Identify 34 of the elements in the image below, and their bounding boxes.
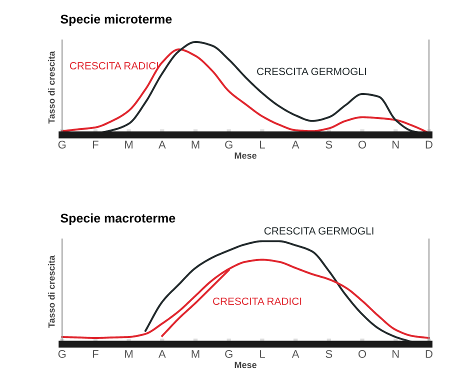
x-tick-label: D [426, 350, 432, 358]
x-tick-label: F [92, 140, 98, 148]
x-tick-label: O [358, 140, 366, 149]
x-axis-title: Mese [234, 362, 257, 368]
series-label: CRESCITA GERMOGLI [264, 227, 374, 235]
x-tick-label: A [158, 350, 166, 358]
x-tick-label: G [225, 350, 232, 358]
x-tick-label: M [125, 350, 133, 358]
x-axis-title: Mese [234, 152, 257, 159]
x-tick-label: L [260, 350, 265, 358]
chart-title: Specie macroterme [60, 213, 176, 226]
chart-title: Specie microterme [60, 14, 172, 26]
x-tick-label: S [326, 140, 332, 149]
x-tick-label: G [58, 140, 66, 149]
series-label: CRESCITA GERMOGLI [257, 68, 366, 76]
series-label: CRESCITA RADICI [70, 62, 158, 70]
y-axis-title: Tasso di crescita [48, 255, 55, 328]
x-tick-label: A [292, 350, 300, 358]
x-tick-label: L [260, 140, 265, 148]
y-axis-title: Tasso di crescita [48, 51, 55, 124]
x-tick-label: A [292, 140, 300, 148]
x-tick-label: O [358, 350, 366, 358]
x-tick-label: D [426, 140, 432, 148]
x-tick-label: A [158, 140, 166, 148]
x-tick-label: M [125, 140, 133, 148]
x-tick-label: M [192, 140, 200, 148]
x-tick-label: N [392, 140, 399, 148]
x-tick-label: F [92, 350, 98, 358]
x-tick-label: S [326, 350, 332, 358]
x-tick-label: N [392, 350, 399, 358]
x-tick-label: G [58, 350, 66, 358]
series-label: CRESCITA RADICI [213, 298, 302, 305]
x-tick-label: M [192, 350, 200, 358]
x-tick-label: G [225, 140, 232, 149]
